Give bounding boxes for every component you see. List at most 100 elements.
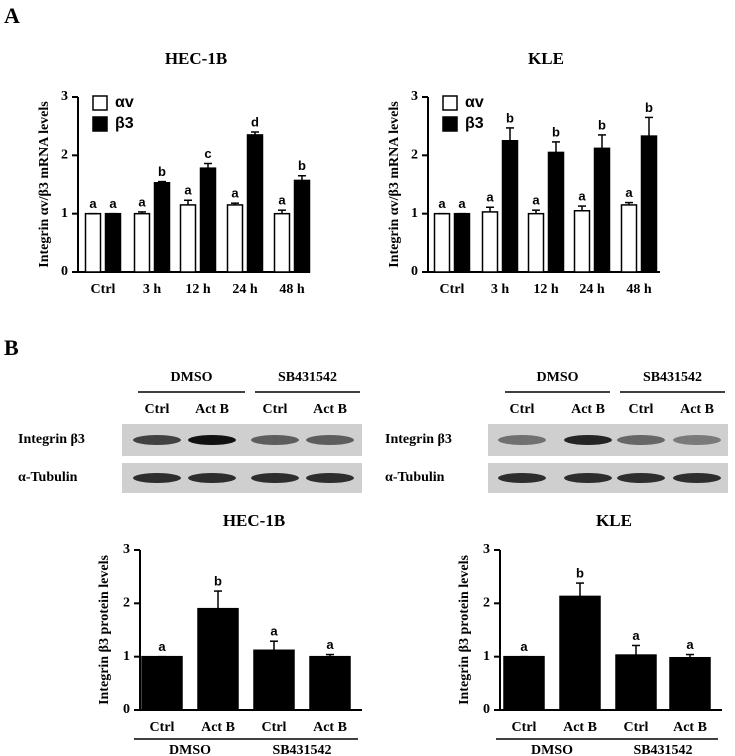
- y-axis-label: Integrin αv/β3 mRNA levels: [37, 101, 52, 268]
- group-label: DMSO: [169, 743, 211, 756]
- x-tick-label: 12 h: [533, 282, 559, 297]
- y-tick-label: 3: [411, 89, 418, 104]
- x-tick-label: Ctrl: [262, 720, 287, 735]
- x-tick-label: Act B: [673, 720, 707, 735]
- row-label: α-Tubulin: [18, 470, 78, 485]
- x-tick-label: Ctrl: [91, 282, 116, 297]
- y-axis-label: Integrin αv/β3 mRNA levels: [387, 101, 402, 268]
- significance-label: a: [231, 186, 239, 201]
- y-axis-label: Integrin β3 protein levels: [457, 555, 472, 705]
- group-label: SB431542: [272, 743, 331, 756]
- lane-label: Act B: [313, 402, 347, 417]
- x-tick-label: Ctrl: [624, 720, 649, 735]
- significance-label: a: [632, 628, 640, 643]
- bar: [559, 595, 601, 711]
- y-tick-label: 0: [483, 702, 490, 717]
- bar: [246, 134, 264, 273]
- bar: [573, 210, 591, 273]
- bar: [179, 204, 197, 273]
- significance-label: a: [89, 196, 97, 211]
- significance-label: a: [326, 637, 334, 652]
- significance-label: b: [506, 110, 514, 125]
- y-tick-label: 3: [61, 89, 68, 104]
- y-tick-label: 3: [123, 542, 130, 557]
- bar: [501, 140, 519, 273]
- bar: [293, 179, 311, 273]
- chart-title: KLE: [596, 511, 632, 530]
- band: [564, 435, 612, 445]
- band: [306, 473, 354, 483]
- bar: [273, 212, 291, 273]
- band: [617, 435, 665, 445]
- row-label: Integrin β3: [18, 432, 85, 447]
- bar: [669, 656, 711, 711]
- band: [498, 435, 546, 445]
- x-tick-label: Act B: [313, 720, 347, 735]
- y-tick-label: 2: [61, 148, 68, 163]
- band: [564, 473, 612, 483]
- significance-label: a: [138, 194, 146, 209]
- lane-label: Ctrl: [263, 402, 288, 417]
- legend-swatch: [92, 116, 108, 132]
- significance-label: a: [625, 185, 633, 200]
- lane-label: Act B: [195, 402, 229, 417]
- y-tick-label: 2: [123, 596, 130, 611]
- blot-header: DMSO: [537, 370, 579, 385]
- group-label: DMSO: [531, 743, 573, 756]
- significance-label: d: [251, 114, 259, 129]
- significance-label: a: [438, 196, 446, 211]
- significance-label: a: [458, 196, 466, 211]
- significance-label: a: [578, 189, 586, 204]
- significance-label: a: [520, 639, 528, 654]
- lane-label: Ctrl: [629, 402, 654, 417]
- significance-label: a: [109, 196, 117, 211]
- y-tick-label: 3: [483, 542, 490, 557]
- x-tick-label: Ctrl: [150, 720, 175, 735]
- significance-label: a: [270, 624, 278, 639]
- significance-label: b: [598, 117, 606, 132]
- y-tick-label: 2: [483, 596, 490, 611]
- chart-title: KLE: [528, 49, 564, 68]
- legend-swatch: [442, 95, 458, 111]
- bar: [433, 212, 451, 273]
- lane-label: Ctrl: [145, 402, 170, 417]
- blot-header: SB431542: [278, 370, 337, 385]
- significance-label: b: [298, 158, 306, 173]
- panel-label: B: [4, 335, 19, 360]
- bar: [104, 212, 122, 273]
- significance-label: a: [532, 193, 540, 208]
- y-tick-label: 0: [411, 264, 418, 279]
- legend-label: β3: [465, 115, 484, 132]
- lane-label: Act B: [571, 402, 605, 417]
- band: [133, 435, 181, 445]
- y-tick-label: 1: [483, 649, 490, 664]
- bar: [199, 167, 217, 273]
- group-label: SB431542: [633, 743, 692, 756]
- x-tick-label: 48 h: [279, 282, 305, 297]
- x-tick-label: 48 h: [626, 282, 652, 297]
- band: [617, 473, 665, 483]
- band: [188, 473, 236, 483]
- significance-label: a: [686, 637, 694, 652]
- significance-label: b: [576, 566, 584, 581]
- band: [188, 435, 236, 445]
- y-tick-label: 0: [61, 264, 68, 279]
- bar: [503, 655, 545, 711]
- y-tick-label: 1: [123, 649, 130, 664]
- x-tick-label: Act B: [563, 720, 597, 735]
- bar: [527, 212, 545, 273]
- band: [673, 473, 721, 483]
- legend-label: β3: [115, 115, 134, 132]
- bar: [133, 212, 151, 273]
- band: [306, 435, 354, 445]
- y-axis-label: Integrin β3 protein levels: [97, 555, 112, 705]
- row-label: Integrin β3: [385, 432, 452, 447]
- bar: [141, 655, 183, 711]
- row-label: α-Tubulin: [385, 470, 445, 485]
- bar: [197, 607, 239, 711]
- bar: [547, 151, 565, 273]
- significance-label: a: [158, 639, 166, 654]
- significance-label: b: [552, 124, 560, 139]
- x-tick-label: Act B: [201, 720, 235, 735]
